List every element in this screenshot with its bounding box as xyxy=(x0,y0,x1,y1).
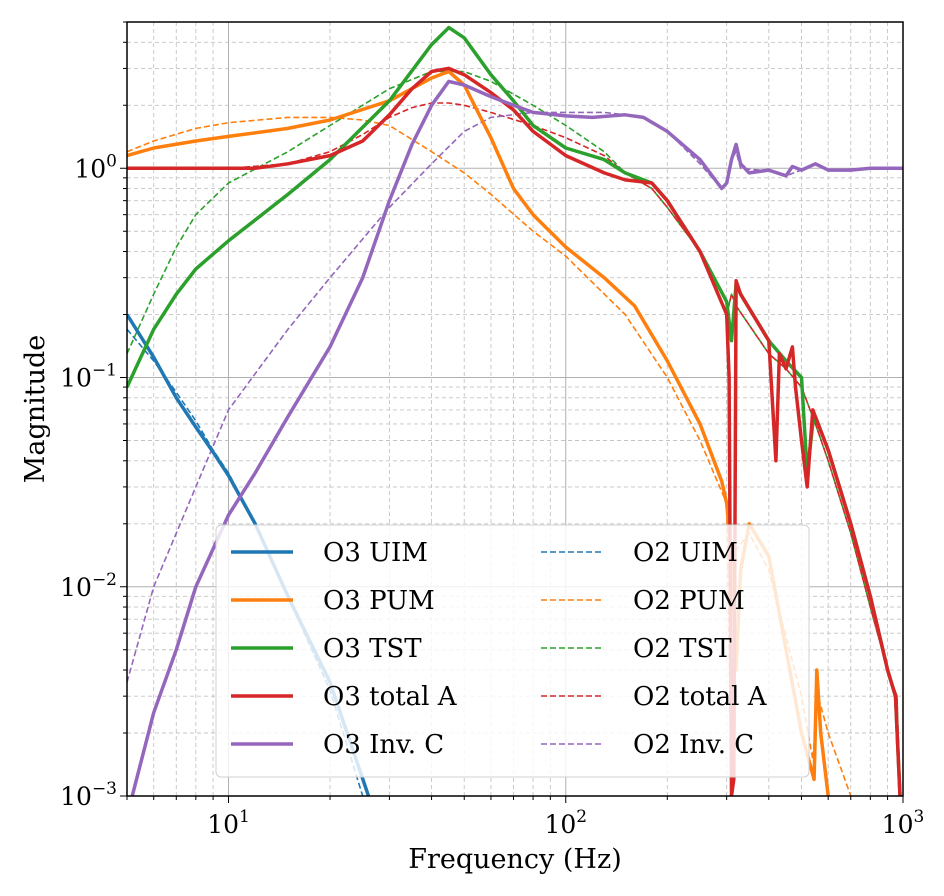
legend: O3 UIM O3 PUM O3 TST O3 total A O3 Inv. C O2 … xyxy=(215,524,810,778)
legend-label: O2 UIM xyxy=(633,538,738,568)
series-line-o2-total-a xyxy=(127,102,901,796)
legend-label: O2 Inv. C xyxy=(633,730,754,760)
y-axis-label: Magnitude xyxy=(20,335,51,484)
legend-label: O3 total A xyxy=(323,682,458,712)
legend-label: O3 TST xyxy=(323,634,422,664)
legend-label: O3 PUM xyxy=(323,586,435,616)
legend-label: O3 UIM xyxy=(323,538,428,568)
y-tick-label: 100 xyxy=(74,151,117,183)
y-tick-label: 10−1 xyxy=(60,361,117,393)
legend-label: O2 PUM xyxy=(633,586,745,616)
axis-ticks: 101 102 103 100 10−1 10−2 10−3 xyxy=(60,21,925,839)
y-tick-label: 10−3 xyxy=(60,779,117,811)
legend-box xyxy=(215,524,810,778)
legend-label: O2 TST xyxy=(633,634,732,664)
plot-frame xyxy=(126,21,904,797)
y-tick-label: 10−2 xyxy=(60,570,117,602)
series-line-o3-total-a xyxy=(127,66,902,796)
x-axis-label: Frequency (Hz) xyxy=(408,844,621,875)
legend-label: O2 total A xyxy=(633,682,768,712)
series-line-o3-inv-c xyxy=(130,79,903,796)
x-tick-label: 103 xyxy=(882,807,925,839)
x-tick-label: 101 xyxy=(207,807,250,839)
legend-label: O3 Inv. C xyxy=(323,730,444,760)
x-tick-label: 102 xyxy=(544,807,587,839)
